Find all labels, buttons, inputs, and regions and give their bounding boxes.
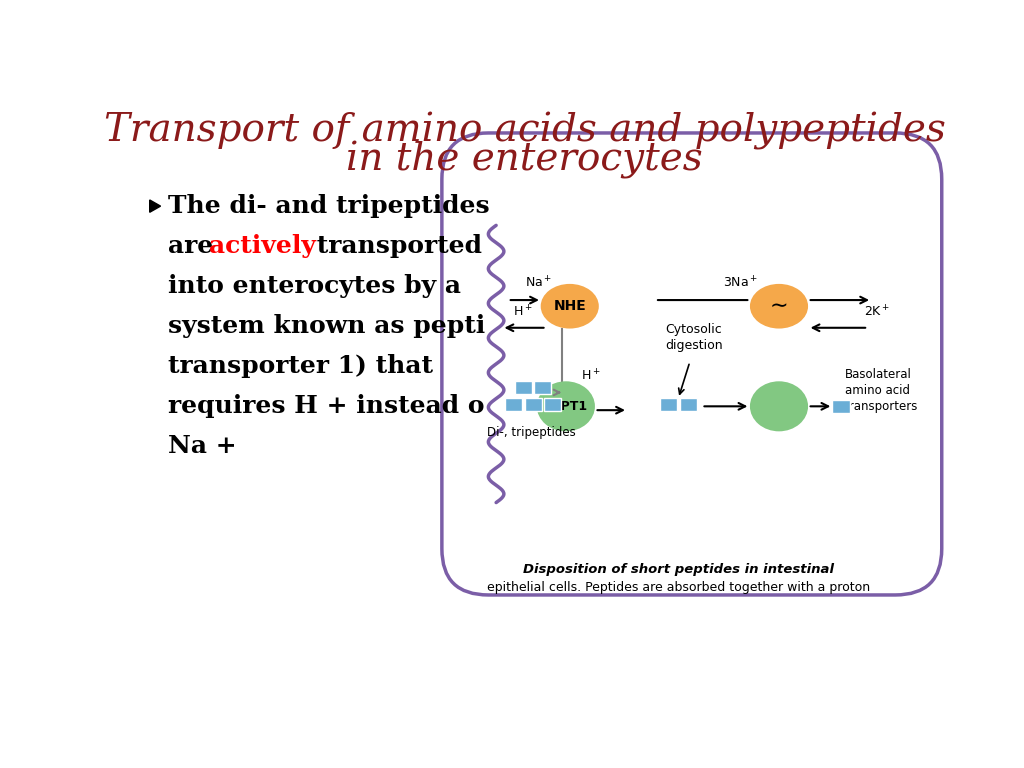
Text: transported: transported	[308, 234, 482, 258]
Text: The di- and tripeptides: The di- and tripeptides	[168, 194, 489, 218]
Bar	[506, 399, 522, 412]
Text: requires H + instead of: requires H + instead of	[168, 394, 496, 419]
Text: 2K$^+$: 2K$^+$	[864, 304, 891, 319]
Bar	[660, 399, 678, 412]
Text: actively: actively	[209, 234, 315, 258]
Text: Cytosolic
digestion: Cytosolic digestion	[665, 323, 723, 353]
Text: epithelial cells. Peptides are absorbed together with a proton: epithelial cells. Peptides are absorbed …	[486, 581, 869, 594]
Text: system known as peptide: system known as peptide	[168, 314, 519, 338]
Text: Di-, tripeptides: Di-, tripeptides	[486, 425, 575, 439]
Text: NHE: NHE	[553, 300, 586, 313]
Bar	[535, 380, 551, 394]
Bar	[484, 225, 543, 502]
Bar	[833, 400, 850, 413]
Polygon shape	[150, 200, 161, 212]
Text: in the enterocytes: in the enterocytes	[346, 141, 703, 179]
Ellipse shape	[750, 284, 808, 329]
Text: ∼: ∼	[770, 296, 788, 316]
Text: H$^+$: H$^+$	[582, 368, 601, 383]
Text: Disposition of short peptides in intestinal: Disposition of short peptides in intesti…	[522, 563, 834, 576]
Text: PEPT1: PEPT1	[544, 400, 588, 413]
Text: Transport of amino acids and polypeptides: Transport of amino acids and polypeptide…	[103, 111, 946, 150]
Ellipse shape	[750, 381, 808, 432]
Bar	[524, 399, 542, 412]
Text: 3Na$^+$: 3Na$^+$	[723, 276, 758, 291]
Text: H$^+$: H$^+$	[513, 304, 534, 319]
Text: Na$^+$: Na$^+$	[525, 276, 552, 291]
Text: transporter 1) that: transporter 1) that	[168, 354, 433, 379]
Bar	[515, 380, 531, 394]
Bar	[544, 399, 561, 412]
Ellipse shape	[537, 381, 595, 432]
Text: into enterocytes by a: into enterocytes by a	[168, 274, 461, 298]
Bar	[680, 399, 697, 412]
Text: Na +: Na +	[168, 435, 237, 458]
Ellipse shape	[541, 284, 599, 329]
Text: are: are	[168, 234, 222, 258]
Text: Basolateral
amino acid
transporters: Basolateral amino acid transporters	[845, 369, 919, 413]
